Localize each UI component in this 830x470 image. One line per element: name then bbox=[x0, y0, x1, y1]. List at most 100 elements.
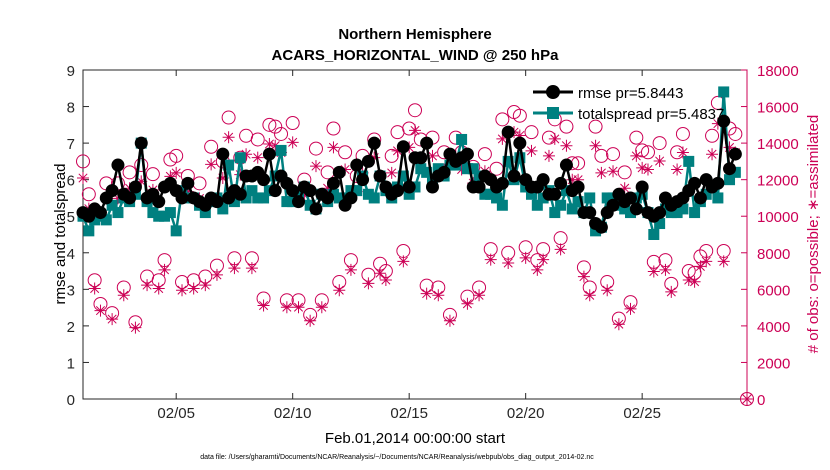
obs-assimilated-marker bbox=[333, 284, 346, 297]
obs-possible-marker bbox=[262, 117, 277, 132]
obs-assimilated-marker bbox=[560, 139, 573, 152]
obs-assimilated-marker bbox=[420, 287, 433, 300]
obs-assimilated-marker bbox=[210, 268, 223, 281]
obs-possible-marker bbox=[594, 148, 609, 163]
rmse-point bbox=[350, 158, 364, 172]
rmse-point bbox=[717, 114, 731, 128]
totalspread-point bbox=[590, 225, 602, 237]
y-right-tick-label: 8000 bbox=[757, 246, 790, 263]
obs-assimilated-marker bbox=[280, 301, 293, 314]
totalspread-point bbox=[199, 207, 211, 219]
totalspread-point bbox=[456, 133, 468, 145]
rmse-point bbox=[210, 195, 224, 209]
rmse-point bbox=[653, 206, 667, 220]
obs-assimilated-marker bbox=[665, 285, 678, 298]
y-right-tick-label: 16000 bbox=[757, 100, 799, 117]
totalspread-point bbox=[345, 185, 357, 197]
totalspread-point bbox=[100, 214, 112, 226]
rmse-point bbox=[292, 195, 306, 209]
obs-assimilated-marker bbox=[583, 289, 596, 302]
rmse-point bbox=[693, 191, 707, 205]
obs-possible-marker bbox=[402, 121, 417, 136]
rmse-point bbox=[583, 206, 597, 220]
obs-assimilated-marker bbox=[554, 243, 567, 256]
obs-assimilated-marker bbox=[129, 321, 142, 334]
rmse-point bbox=[688, 176, 702, 190]
totalspread-point bbox=[362, 188, 374, 200]
rmse-point bbox=[414, 151, 428, 165]
obs-assimilated-marker bbox=[385, 166, 398, 179]
x-tick-label: 02/05 bbox=[157, 405, 195, 422]
chart-title-line1: Northern Hemisphere bbox=[338, 26, 491, 43]
obs-assimilated-marker bbox=[77, 172, 89, 185]
y-right-tick-label: 0 bbox=[757, 392, 765, 409]
obs-assimilated-marker bbox=[659, 263, 672, 276]
rmse-point bbox=[134, 136, 148, 150]
obs-assimilated-marker bbox=[612, 318, 625, 331]
rmse-point bbox=[594, 220, 608, 234]
totalspread-point bbox=[724, 174, 736, 186]
totalspread-point bbox=[461, 163, 473, 175]
obs-assimilated-marker bbox=[94, 304, 107, 317]
y-right-tick-label: 2000 bbox=[757, 355, 790, 372]
totalspread-point bbox=[654, 218, 666, 230]
rmse-point bbox=[559, 158, 573, 172]
obs-assimilated-marker bbox=[135, 175, 148, 188]
y-left-tick-label: 2 bbox=[67, 319, 75, 336]
legend-spread-marker bbox=[547, 107, 559, 119]
totalspread-point bbox=[421, 166, 433, 178]
obs-assimilated-marker bbox=[304, 314, 317, 327]
totalspread-point bbox=[234, 152, 246, 164]
totalspread-point bbox=[415, 163, 427, 175]
obs-possible-marker bbox=[308, 141, 323, 156]
y-right-tick-label: 4000 bbox=[757, 319, 790, 336]
y-axis-label-left: rmse and totalspread bbox=[52, 164, 69, 305]
totalspread-point bbox=[712, 192, 724, 204]
totalspread-point bbox=[514, 152, 526, 164]
y-right-tick-label: 12000 bbox=[757, 173, 799, 190]
totalspread-point bbox=[159, 210, 171, 222]
rmse-point bbox=[181, 176, 195, 190]
rmse-point bbox=[309, 202, 323, 216]
rmse-point bbox=[356, 173, 370, 187]
obs-possible-marker bbox=[675, 126, 690, 141]
rmse-point bbox=[571, 180, 585, 194]
totalspread-point bbox=[432, 163, 444, 175]
obs-possible-marker bbox=[635, 143, 650, 158]
obs-assimilated-marker bbox=[245, 262, 258, 275]
obs-assimilated-marker bbox=[170, 166, 183, 179]
chart-title-line2: ACARS_HORIZONTAL_WIND @ 250 hPa bbox=[272, 47, 560, 64]
y-right-tick-label: 14000 bbox=[757, 136, 799, 153]
x-axis-label: Feb.01,2014 00:00:00 start bbox=[325, 430, 506, 447]
totalspread-point bbox=[485, 188, 497, 200]
obs-possible-marker bbox=[640, 145, 655, 160]
totalspread-point bbox=[566, 203, 578, 215]
rmse-point bbox=[326, 176, 340, 190]
obs-assimilated-marker bbox=[723, 141, 736, 154]
obs-assimilated-marker bbox=[653, 155, 666, 168]
totalspread-point bbox=[531, 199, 543, 211]
totalspread-point bbox=[223, 159, 235, 171]
obs-assimilated-marker bbox=[647, 265, 660, 278]
obs-assimilated-marker bbox=[455, 163, 468, 176]
obs-assimilated-marker bbox=[700, 255, 713, 268]
totalspread-point bbox=[607, 192, 619, 204]
obs-assimilated-marker bbox=[601, 284, 614, 297]
obs-assimilated-marker bbox=[228, 262, 241, 275]
rmse-point bbox=[629, 202, 643, 216]
totalspread-point bbox=[147, 207, 159, 219]
totalspread-point bbox=[479, 188, 491, 200]
obs-assimilated-marker bbox=[257, 299, 270, 312]
rmse-point bbox=[268, 184, 282, 198]
obs-assimilated-marker bbox=[513, 129, 526, 142]
rmse-point bbox=[286, 184, 300, 198]
obs-assimilated-marker bbox=[286, 136, 299, 149]
totalspread-point bbox=[333, 192, 345, 204]
y-left-tick-label: 5 bbox=[67, 209, 75, 226]
rmse-point bbox=[93, 206, 107, 220]
totalspread-point bbox=[83, 225, 95, 237]
obs-assimilated-marker bbox=[741, 393, 753, 405]
rmse-point bbox=[152, 195, 166, 209]
totalspread-point bbox=[549, 207, 561, 219]
obs-assimilated-marker bbox=[706, 148, 719, 161]
